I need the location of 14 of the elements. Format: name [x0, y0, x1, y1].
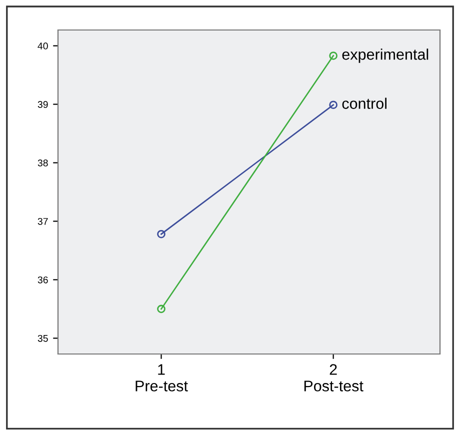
y-tick-label: 37: [38, 218, 48, 225]
y-tick-label: 36: [38, 276, 48, 284]
point: [157, 304, 166, 314]
y-tick-label: 40: [38, 42, 48, 50]
x-tick-label: 1 Pre-test: [136, 364, 188, 392]
point: [329, 52, 338, 60]
y-tick-label: 35: [38, 334, 48, 342]
y-tick-label: 39: [38, 101, 48, 108]
x-tick-label: 2 Post-test: [304, 364, 364, 392]
point: [157, 230, 166, 238]
series-label: control: [342, 98, 386, 109]
series-label: experimental: [342, 48, 428, 63]
point: [329, 100, 338, 110]
y-tick-label: 38: [38, 159, 48, 166]
